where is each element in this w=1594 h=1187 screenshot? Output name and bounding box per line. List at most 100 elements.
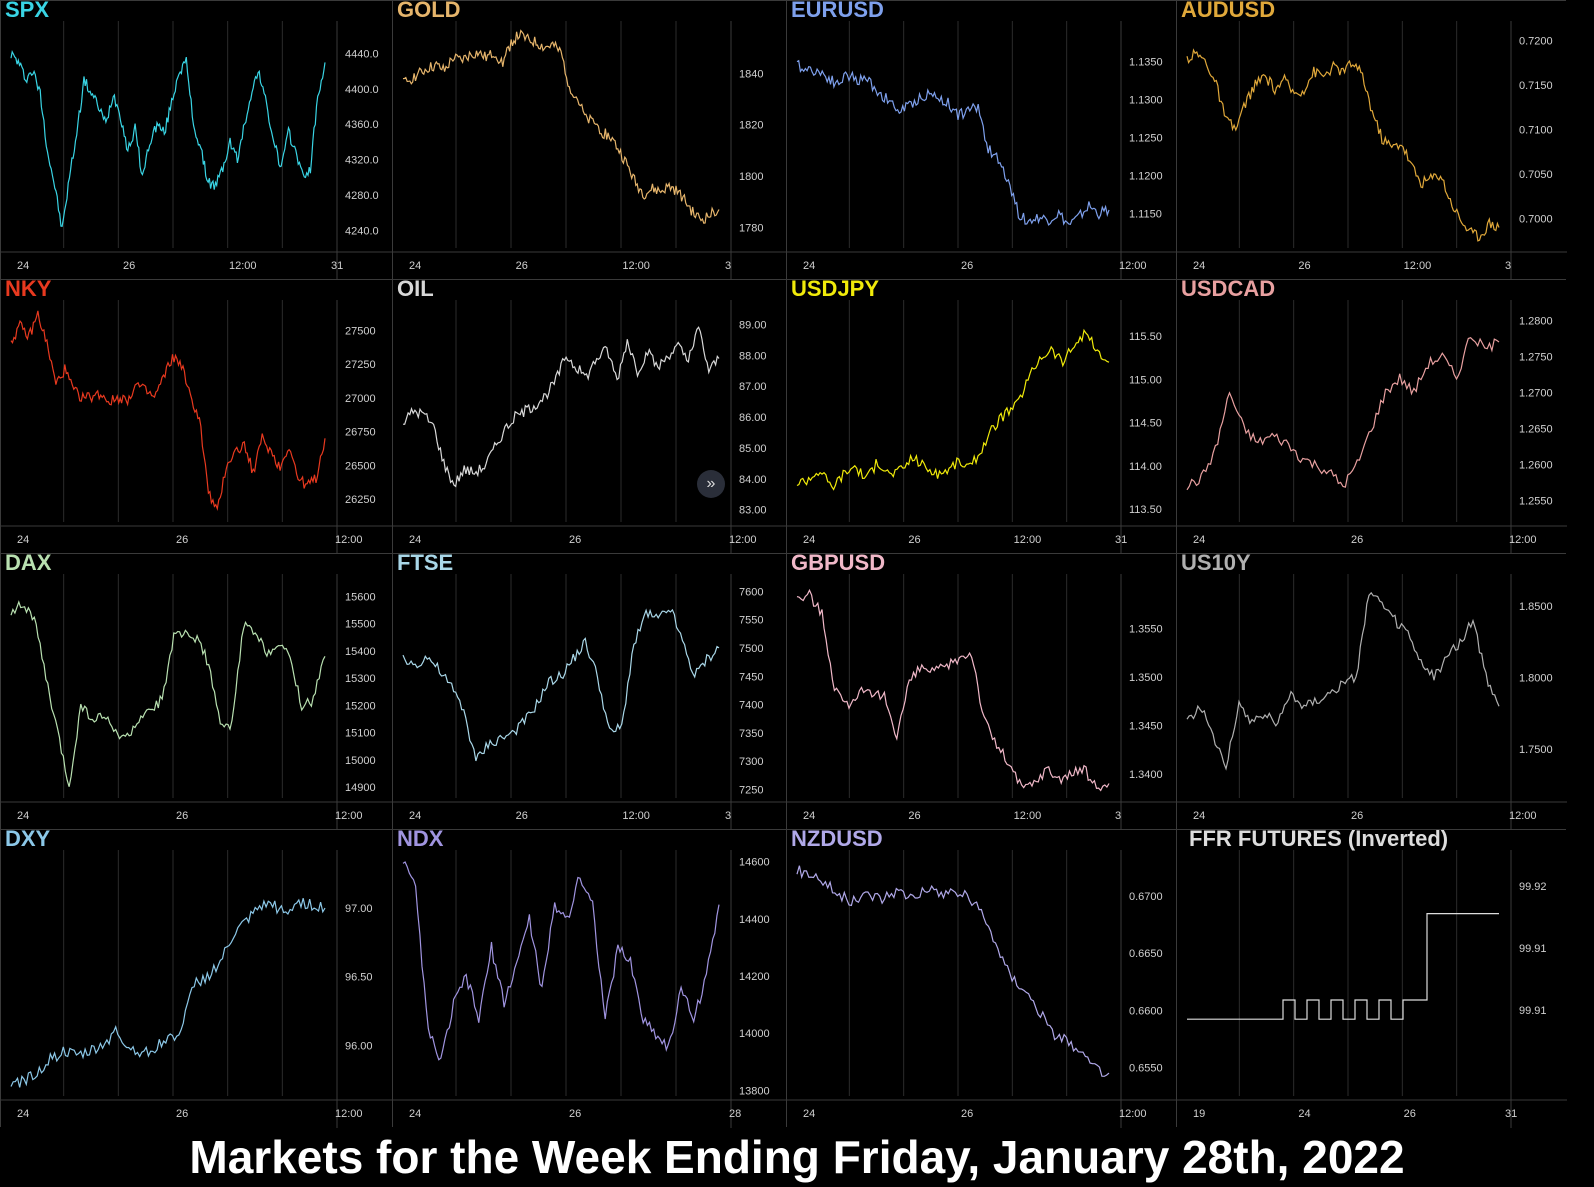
- chart-svg: 14600 14400 14200 14000 13800 24 26 28: [393, 850, 787, 1128]
- y-tick-label: 7550: [739, 615, 763, 627]
- series-line-eurusd: [796, 59, 1110, 226]
- y-tick-label: 86.00: [739, 412, 767, 424]
- y-tick-label: 1.2800: [1519, 315, 1553, 327]
- chart-panel-dxy: DXY 97.00 96.50 96.00 24 26 12:00: [0, 826, 393, 1128]
- series-line-usdjpy: [796, 328, 1110, 491]
- series-line-oil: [402, 326, 720, 488]
- chart-svg: 1.2800 1.2750 1.2700 1.2650 1.2600 1.2550 24 26…: [1177, 300, 1567, 554]
- chart-svg: 115.50 115.00 114.50 114.00 113.50 24 26 12:00 3…: [787, 300, 1177, 554]
- y-tick-label: 7600: [739, 586, 763, 598]
- x-tick-label: 24: [1298, 1108, 1310, 1120]
- x-tick-label: 26: [908, 534, 920, 546]
- series-line-nky: [10, 310, 326, 512]
- y-tick-label: 1840: [739, 68, 763, 80]
- y-tick-label: 1.2550: [1519, 495, 1553, 507]
- x-tick-label: 12:00: [1014, 810, 1042, 822]
- y-tick-label: 1.1250: [1129, 133, 1163, 145]
- x-tick-label: 31: [331, 260, 343, 272]
- chart-panel-ftse: FTSE 7600 7550 7500 7450 7400 7350 7300 7250 24 26…: [392, 550, 787, 830]
- x-tick-label: 26: [1351, 534, 1363, 546]
- y-tick-label: 113.50: [1129, 504, 1162, 516]
- y-tick-label: 84.00: [739, 474, 767, 486]
- y-tick-label: 1.1350: [1129, 56, 1163, 68]
- x-tick-label: 26: [1298, 260, 1310, 272]
- x-tick-label: 26: [516, 260, 528, 272]
- chart-panel-oil: OIL 89.00 88.00 87.00 86.00 85.00 84.00 83.00 24…: [392, 276, 787, 554]
- series-line-ndx: [402, 861, 720, 1061]
- x-tick-label: 3: [725, 810, 731, 822]
- x-tick-label: 26: [516, 810, 528, 822]
- y-tick-label: 4360.0: [345, 119, 379, 131]
- y-tick-label: 99.91: [1519, 1005, 1547, 1017]
- x-tick-label: 12:00: [1509, 534, 1537, 546]
- chart-svg: 15600 15500 15400 15300 15200 15100 15000 14900…: [1, 574, 393, 830]
- y-tick-label: 7250: [739, 785, 763, 797]
- chart-svg: 7600 7550 7500 7450 7400 7350 7300 7250 24 26 12:0…: [393, 574, 787, 830]
- y-tick-label: 27000: [345, 393, 376, 405]
- x-tick-label: 12:00: [729, 534, 757, 546]
- chart-title: GBPUSD: [791, 550, 886, 575]
- x-tick-label: 31: [1505, 1108, 1517, 1120]
- x-tick-label: 12:00: [622, 810, 650, 822]
- y-tick-label: 1.2700: [1519, 387, 1553, 399]
- chart-panel-eurusd: EURUSD 1.1350 1.1300 1.1250 1.1200 1.1150 24 26…: [786, 0, 1177, 280]
- y-tick-label: 0.7050: [1519, 169, 1553, 181]
- x-tick-label: 31: [1115, 534, 1127, 546]
- chart-title: NZDUSD: [791, 826, 883, 851]
- chart-title: FFR FUTURES (Inverted): [1189, 826, 1449, 851]
- y-tick-label: 15600: [345, 591, 376, 603]
- chart-panel-gold: GOLD 1840 1820 1800 1780 24 26 12:00 3: [392, 0, 787, 280]
- y-tick-label: 4320.0: [345, 155, 379, 167]
- y-tick-label: 99.92: [1519, 881, 1547, 893]
- y-tick-label: 1.8500: [1519, 601, 1553, 613]
- y-tick-label: 115.50: [1129, 331, 1162, 343]
- chart-svg: 27500 27250 27000 26750 26500 26250 24 26 12:00: [1, 300, 393, 554]
- y-tick-label: 15300: [345, 673, 376, 685]
- y-tick-label: 15100: [345, 728, 376, 740]
- y-tick-label: 1.1150: [1129, 209, 1162, 221]
- y-tick-label: 0.7200: [1519, 35, 1553, 47]
- x-tick-label: 24: [17, 260, 29, 272]
- y-tick-label: 0.6550: [1129, 1062, 1163, 1074]
- y-tick-label: 26250: [345, 494, 376, 506]
- y-tick-label: 1.3400: [1129, 769, 1163, 781]
- y-tick-label: 26500: [345, 460, 376, 472]
- x-tick-label: 24: [1193, 810, 1205, 822]
- y-tick-label: 4240.0: [345, 225, 379, 237]
- y-tick-label: 99.91: [1519, 943, 1547, 955]
- x-tick-label: 12:00: [622, 260, 650, 272]
- chart-panel-spx: SPX 4440.0 4400.0 4360.0 4320.0 4280.0 4240.0 2…: [0, 0, 393, 280]
- chart-panel-ndx: NDX 14600 14400 14200 14000 13800 24 26 28: [392, 826, 787, 1128]
- y-tick-label: 13800: [739, 1085, 770, 1097]
- x-tick-label: 26: [961, 1108, 973, 1120]
- x-tick-label: 12:00: [1014, 534, 1042, 546]
- y-tick-label: 14900: [345, 782, 376, 794]
- footer-title: Markets for the Week Ending Friday, Janu…: [189, 1131, 1405, 1183]
- y-tick-label: 0.7000: [1519, 214, 1553, 226]
- chart-title: GOLD: [397, 0, 461, 22]
- x-tick-label: 12:00: [1509, 810, 1537, 822]
- chart-panel-nzdusd: NZDUSD 0.6700 0.6650 0.6600 0.6550 24 26 12:00: [786, 826, 1177, 1128]
- y-tick-label: 96.50: [345, 972, 373, 984]
- x-tick-label: 26: [176, 1108, 188, 1120]
- x-tick-label: 26: [569, 1108, 581, 1120]
- y-tick-label: 1780: [739, 222, 763, 234]
- scroll-right-button[interactable]: »: [697, 470, 725, 498]
- chart-title: DXY: [5, 826, 51, 851]
- y-tick-label: 97.00: [345, 903, 373, 915]
- series-line-nzdusd: [796, 865, 1110, 1077]
- y-tick-label: 83.00: [739, 505, 767, 517]
- y-tick-label: 27500: [345, 325, 376, 337]
- series-line-ffr: [1187, 912, 1499, 1020]
- x-tick-label: 3: [725, 260, 731, 272]
- x-tick-label: 24: [1193, 534, 1205, 546]
- x-tick-label: 26: [908, 810, 920, 822]
- series-line-us10y: [1186, 591, 1500, 771]
- chart-title: AUDUSD: [1181, 0, 1276, 22]
- chart-title: NKY: [5, 276, 52, 301]
- y-tick-label: 15200: [345, 700, 376, 712]
- y-tick-label: 87.00: [739, 381, 767, 393]
- y-tick-label: 14200: [739, 971, 770, 983]
- series-line-gbpusd: [796, 588, 1110, 792]
- y-tick-label: 1.3500: [1129, 672, 1163, 684]
